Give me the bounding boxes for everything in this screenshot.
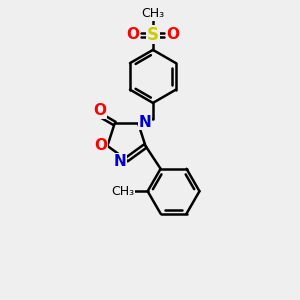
Text: O: O [94, 138, 107, 153]
Text: S: S [147, 26, 159, 44]
Text: O: O [167, 27, 179, 42]
Text: O: O [126, 27, 140, 42]
Text: N: N [114, 154, 126, 169]
Text: N: N [138, 115, 151, 130]
Text: CH₃: CH₃ [112, 185, 135, 198]
Text: O: O [93, 103, 106, 118]
Text: CH₃: CH₃ [141, 7, 164, 20]
